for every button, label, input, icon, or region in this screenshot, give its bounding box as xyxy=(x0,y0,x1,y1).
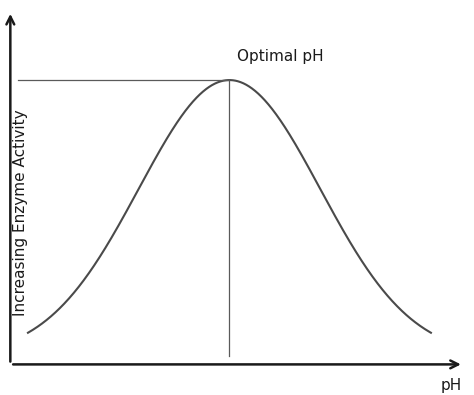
Text: Optimal pH: Optimal pH xyxy=(237,49,324,64)
Text: Increasing Enzyme Activity: Increasing Enzyme Activity xyxy=(13,109,28,316)
Text: pH: pH xyxy=(441,378,462,393)
